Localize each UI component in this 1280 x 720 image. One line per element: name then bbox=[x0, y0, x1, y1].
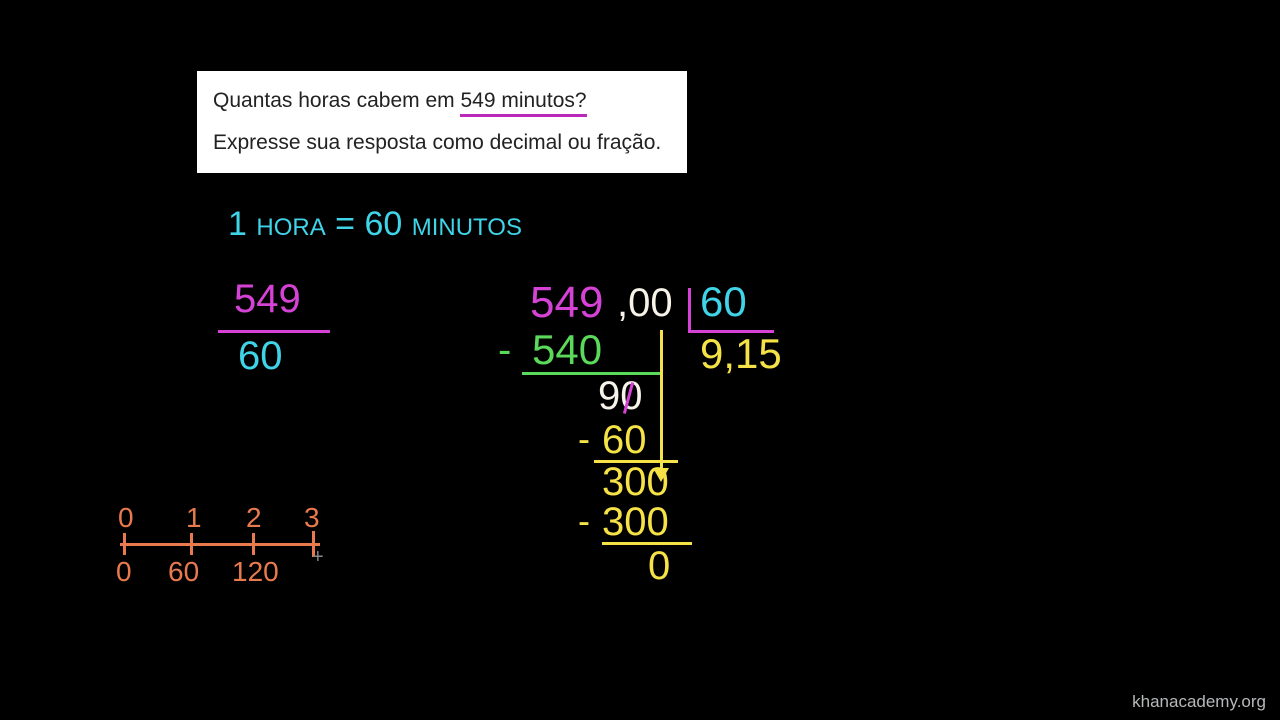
step5-minus: - bbox=[578, 500, 590, 542]
fraction-denominator: 60 bbox=[238, 334, 283, 379]
dividend-549: 549 bbox=[530, 278, 603, 328]
numberline-bottom-0: 0 bbox=[116, 556, 132, 588]
cursor-icon: + bbox=[312, 546, 324, 569]
numberline-bottom-60: 60 bbox=[168, 556, 199, 588]
step5-300: 300 bbox=[602, 500, 669, 545]
numberline-top-1: 1 bbox=[186, 502, 202, 534]
question-box: Quantas horas cabem em 549 minutos? Expr… bbox=[197, 71, 687, 173]
numberline-bottom-120: 120 bbox=[232, 556, 279, 588]
carry-arrow-line bbox=[660, 330, 663, 470]
numberline-top-2: 2 bbox=[246, 502, 262, 534]
step4-300: 300 bbox=[602, 460, 669, 505]
conv-minutos: minutos bbox=[412, 205, 522, 243]
conversion-text: 1 hora = 60 minutos bbox=[228, 205, 522, 244]
step3-minus: - bbox=[578, 418, 590, 460]
question-line-1: Quantas horas cabem em 549 minutos? bbox=[213, 89, 671, 113]
conv-1: 1 bbox=[228, 205, 256, 243]
conv-60: 60 bbox=[364, 205, 411, 243]
conv-hora: hora bbox=[256, 205, 325, 243]
numberline-tick-0 bbox=[123, 533, 126, 555]
step5-bar bbox=[602, 542, 692, 545]
step1-540: 540 bbox=[532, 326, 602, 374]
numberline-axis bbox=[120, 543, 320, 546]
fraction-bar bbox=[218, 330, 330, 333]
numberline-top-3: 3 bbox=[304, 502, 320, 534]
fraction-numerator: 549 bbox=[234, 277, 301, 322]
step6-zero: 0 bbox=[648, 544, 670, 589]
step2-90: 90 bbox=[598, 374, 643, 419]
dividend-comma00: ,00 bbox=[617, 281, 673, 326]
question-underlined: 549 minutos? bbox=[460, 89, 586, 117]
quotient: 9,15 bbox=[700, 330, 782, 378]
conv-eq: = bbox=[326, 205, 365, 243]
numberline-top-0: 0 bbox=[118, 502, 134, 534]
question-pretext: Quantas horas cabem em bbox=[213, 89, 460, 112]
divisor-60: 60 bbox=[700, 278, 747, 326]
divisor-bracket-vertical bbox=[688, 288, 691, 332]
watermark-text: khanacademy.org bbox=[1132, 692, 1266, 712]
question-line-2: Expresse sua resposta como decimal ou fr… bbox=[213, 131, 671, 155]
step1-minus: - bbox=[498, 328, 511, 373]
step3-60: 60 bbox=[602, 418, 647, 463]
numberline-tick-2 bbox=[252, 533, 255, 555]
numberline-tick-1 bbox=[190, 533, 193, 555]
